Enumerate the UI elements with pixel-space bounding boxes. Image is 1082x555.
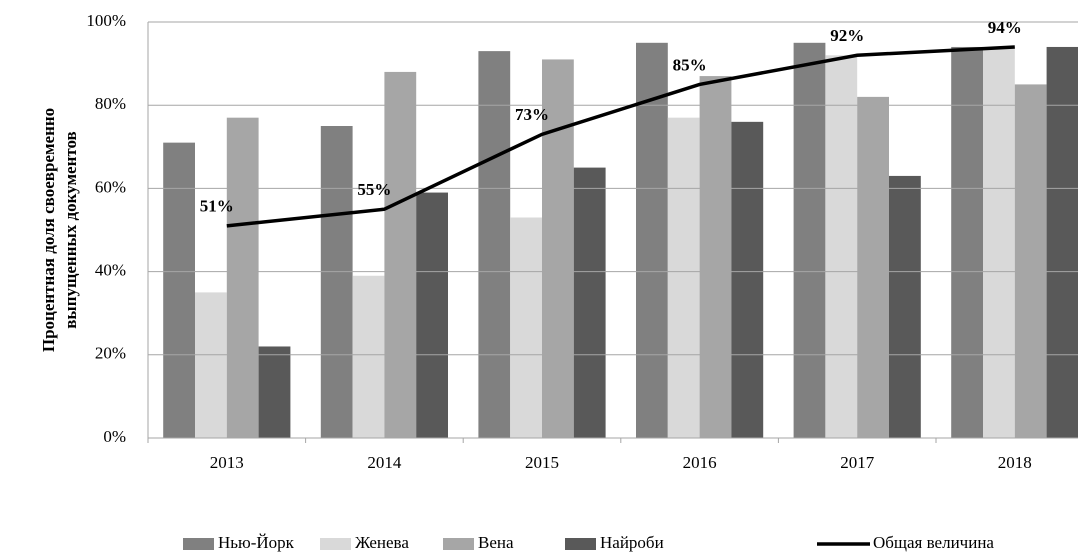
bar xyxy=(226,117,259,439)
bar xyxy=(1014,84,1047,439)
bar xyxy=(667,117,700,439)
legend-label: Общая величина xyxy=(873,533,994,552)
total-line xyxy=(226,45,1015,228)
bar xyxy=(825,55,858,438)
bar xyxy=(542,59,574,438)
bar xyxy=(416,192,448,438)
bar xyxy=(478,51,511,439)
bar xyxy=(983,46,1015,439)
y-tick-label: 20% xyxy=(95,344,126,363)
x-tick-label: 2018 xyxy=(998,453,1032,472)
bar xyxy=(384,71,417,439)
bar xyxy=(195,292,227,438)
y-tick-label: 80% xyxy=(95,94,126,113)
legend-label: Вена xyxy=(478,533,514,552)
data-label: 92% xyxy=(830,26,864,45)
bar xyxy=(163,142,195,438)
legend-label: Найроби xyxy=(600,533,664,552)
bar xyxy=(951,46,983,439)
legend-label: Нью-Йорк xyxy=(218,533,295,552)
bar xyxy=(510,217,542,438)
data-label: 94% xyxy=(988,18,1022,37)
y-tick-label: 60% xyxy=(95,177,126,196)
bar xyxy=(731,121,764,438)
y-axis-title-line: Процентная доля своевременно xyxy=(39,108,58,352)
bar xyxy=(352,275,385,438)
data-label: 85% xyxy=(673,55,707,74)
bar xyxy=(320,126,353,438)
bar xyxy=(793,42,826,439)
y-tick-label: 0% xyxy=(103,427,126,446)
bar xyxy=(258,346,291,438)
y-tick-label: 40% xyxy=(95,261,126,280)
bar xyxy=(889,175,921,439)
data-label: 73% xyxy=(515,105,549,124)
bar xyxy=(857,96,889,438)
legend-swatch xyxy=(443,538,474,550)
data-label: 51% xyxy=(200,197,234,216)
legend-swatch xyxy=(320,538,351,550)
x-tick-label: 2017 xyxy=(840,453,875,472)
data-label: 55% xyxy=(357,180,391,199)
x-tick-label: 2014 xyxy=(367,453,402,472)
bar xyxy=(636,42,668,439)
bar xyxy=(1046,46,1078,439)
legend-swatch xyxy=(183,538,214,550)
x-tick-label: 2013 xyxy=(210,453,244,472)
bar xyxy=(573,167,606,438)
legend-swatch xyxy=(565,538,596,550)
plot-area xyxy=(163,42,1078,439)
x-tick-label: 2015 xyxy=(525,453,559,472)
x-tick-label: 2016 xyxy=(683,453,717,472)
y-axis-title-line: выпущенных документов xyxy=(61,131,80,329)
y-axis-title: Процентная доля своевременно выпущенных … xyxy=(39,108,80,352)
legend-label: Женева xyxy=(355,533,409,552)
y-tick-label: 100% xyxy=(86,11,126,30)
bar xyxy=(699,76,732,438)
